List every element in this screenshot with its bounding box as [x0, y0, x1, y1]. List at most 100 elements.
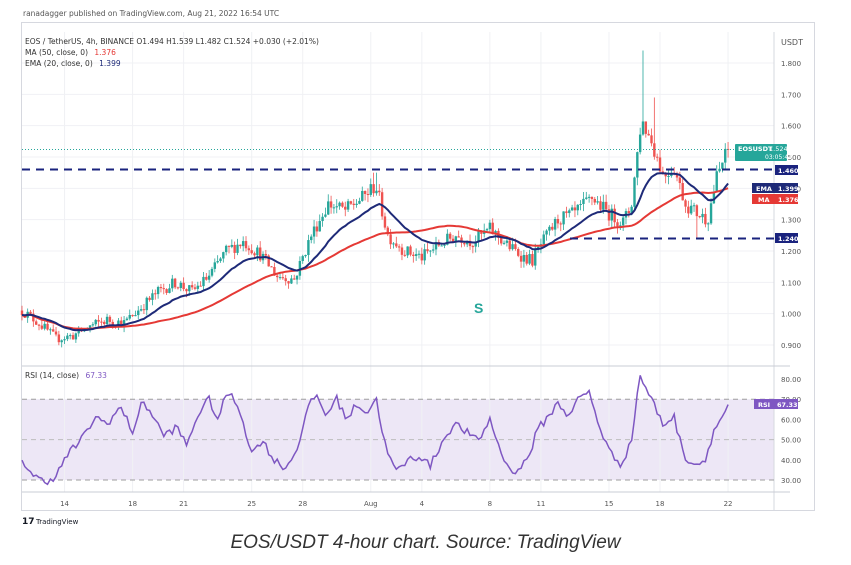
- candle-body: [182, 282, 185, 290]
- price-tick-label: 1.600: [781, 123, 801, 131]
- candle-body: [120, 320, 123, 328]
- candle-body: [324, 214, 327, 217]
- candle-body: [553, 218, 557, 230]
- candle-body: [440, 245, 443, 247]
- candle-body: [454, 236, 458, 242]
- candle-body: [576, 204, 579, 211]
- candle-body: [137, 310, 140, 316]
- candle-body: [607, 209, 611, 221]
- candle-body: [139, 309, 143, 311]
- candle-body: [372, 184, 375, 194]
- candle-body: [522, 254, 526, 262]
- time-tick-label: 21: [179, 500, 188, 508]
- ema-badge-label: EMA: [756, 185, 772, 193]
- candle-body: [409, 246, 412, 255]
- candle-body: [610, 208, 614, 221]
- candle-body: [125, 318, 129, 321]
- candle-body: [230, 244, 234, 247]
- candle-body: [318, 221, 321, 232]
- candle-body: [551, 226, 554, 230]
- rsi-legend-label: RSI (14, close): [25, 371, 79, 380]
- candle-body: [712, 191, 716, 204]
- candle-body: [108, 316, 112, 322]
- candle-body: [488, 222, 492, 230]
- candle-body: [378, 190, 381, 193]
- candle-body: [105, 316, 109, 325]
- candle-body: [406, 246, 409, 256]
- candle-body: [534, 249, 537, 266]
- candle-body: [188, 285, 191, 292]
- price-tick-label: 0.900: [781, 342, 801, 350]
- candle-body: [91, 324, 95, 326]
- candle-body: [448, 233, 452, 239]
- candle-body: [267, 255, 270, 267]
- candle-body: [264, 253, 268, 256]
- candle-body: [423, 249, 426, 261]
- ema-badge-value: 1.399: [778, 185, 799, 193]
- candle-body: [698, 216, 701, 218]
- candle-body: [54, 331, 58, 335]
- candle-body: [514, 244, 517, 250]
- candle-body: [219, 258, 222, 262]
- time-tick-label: 14: [60, 500, 69, 508]
- candle-body: [74, 333, 78, 340]
- candle-body: [165, 289, 168, 293]
- candle-body: [463, 242, 466, 245]
- candle-body: [715, 171, 718, 192]
- candle-body: [236, 244, 239, 253]
- candle-body: [310, 236, 313, 241]
- eosusdt-badge: EOSUSDT 1.524 03:05:44: [735, 144, 792, 161]
- candle-body: [630, 206, 633, 214]
- candle-body: [579, 204, 582, 206]
- candle-body: [224, 245, 228, 253]
- candle-body: [202, 276, 205, 287]
- candle-body: [684, 200, 687, 207]
- candle-body: [429, 250, 432, 252]
- price-tick-label: 1.100: [781, 279, 801, 287]
- candle-body: [443, 244, 446, 246]
- candle-body: [414, 254, 418, 256]
- candle-body: [627, 211, 631, 214]
- time-tick-label: 28: [298, 500, 307, 508]
- candle-body: [690, 205, 693, 214]
- candle-body: [468, 240, 472, 247]
- rsi-badge-value-bg: [775, 399, 798, 409]
- candle-body: [258, 247, 262, 261]
- candle-body: [335, 206, 338, 208]
- candle-body: [525, 254, 528, 264]
- candle-body: [171, 278, 174, 289]
- candle-body: [290, 278, 293, 284]
- candle-body: [446, 233, 449, 245]
- candle-body: [273, 267, 276, 276]
- ema-badge-label-bg: [752, 183, 775, 193]
- candle-body: [131, 314, 134, 317]
- candle-body: [570, 207, 574, 211]
- candle-body: [344, 206, 347, 210]
- candle-body: [636, 152, 639, 178]
- tradingview-watermark-text: TradingView: [35, 518, 79, 526]
- candle-body: [619, 225, 622, 227]
- candle-body: [480, 231, 483, 234]
- candle-body: [142, 309, 146, 311]
- ma-legend-label: MA (50, close, 0): [25, 48, 88, 57]
- candle-body: [417, 253, 421, 255]
- rsi-tick-label: 30.00: [781, 477, 801, 485]
- candle-body: [621, 217, 625, 226]
- candle-body: [156, 287, 160, 295]
- candle-body: [457, 236, 460, 238]
- candle-body: [511, 244, 514, 250]
- candle-body: [573, 207, 577, 211]
- ma-badge-label: MA: [758, 196, 770, 204]
- candle-body: [667, 175, 670, 177]
- time-tick-label: 22: [724, 500, 733, 508]
- candle-body: [43, 323, 46, 329]
- candle-body: [352, 203, 355, 205]
- candle-body: [366, 193, 370, 195]
- candle-body: [128, 314, 131, 319]
- candle-body: [395, 243, 398, 247]
- symbol-legend: EOS / TetherUS, 4h, BINANCE O1.494 H1.53…: [25, 37, 319, 46]
- time-tick-label: 18: [128, 500, 137, 508]
- candle-body: [542, 234, 545, 245]
- candle-body: [724, 148, 727, 163]
- candle-body: [721, 162, 724, 169]
